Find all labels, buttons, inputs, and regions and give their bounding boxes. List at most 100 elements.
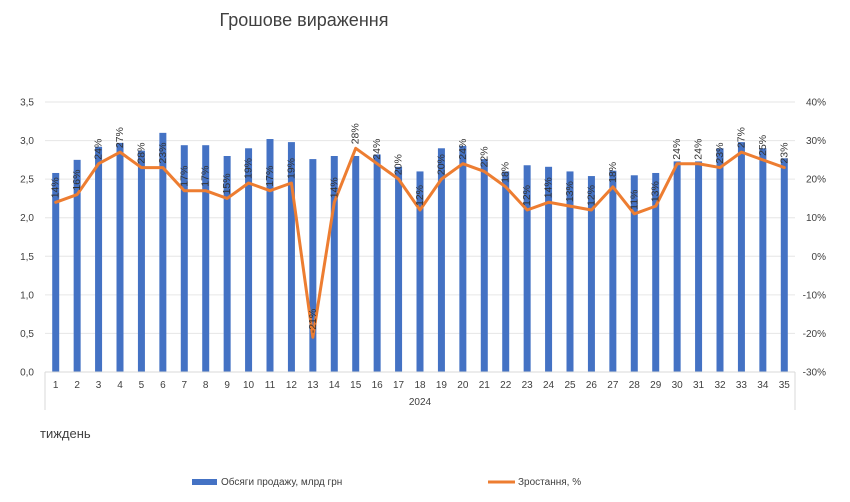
x-tick-label: 26 <box>586 380 598 391</box>
bar <box>330 156 338 372</box>
bar <box>137 150 145 372</box>
x-tick-label: 33 <box>736 380 748 391</box>
data-label: 12% <box>414 185 426 206</box>
x-tick-label: 30 <box>672 380 684 391</box>
x-axis-ticks: 1 2 3 4 5 6 7 8 9 10 11 12 13 14 15 16 17 18 19 20 21 22 23 24 2… <box>53 380 790 391</box>
data-label: 22% <box>478 146 490 167</box>
right-tick-label: -10% <box>803 290 826 301</box>
right-tick-label: 40% <box>806 98 826 109</box>
right-tick-label: -30% <box>803 368 826 379</box>
x-tick-label: 20 <box>457 380 469 391</box>
bar <box>245 148 253 372</box>
data-label: 24% <box>693 139 705 160</box>
data-label: 24% <box>457 139 469 160</box>
x-tick-label: 4 <box>117 380 123 391</box>
right-tick-label: 0% <box>812 252 827 263</box>
bar <box>202 145 210 372</box>
x-tick-label: 32 <box>714 380 726 391</box>
right-tick-label: 20% <box>806 175 826 186</box>
data-label: 27% <box>114 127 126 148</box>
data-label: 18% <box>500 162 512 183</box>
line-series <box>54 146 786 339</box>
bar <box>737 142 745 372</box>
x-tick-label: 23 <box>522 380 534 391</box>
x-tick-label: 16 <box>372 380 384 391</box>
x-tick-label: 2 <box>74 380 80 391</box>
x-tick-label: 31 <box>693 380 705 391</box>
data-label: 17% <box>200 166 212 187</box>
data-label: -21% <box>307 309 319 334</box>
data-label: 14% <box>50 177 62 198</box>
right-axis-ticks: -30% -20% -10% 0% 10% 20% 30% 40% <box>803 98 826 379</box>
x-tick-label: 29 <box>650 380 662 391</box>
data-label: 18% <box>607 162 619 183</box>
legend: Обсяги продажу, млрд грн Зростання, % <box>192 476 581 488</box>
data-label: 20% <box>393 154 405 175</box>
x-tick-label: 15 <box>350 380 362 391</box>
bar <box>609 170 617 372</box>
x-tick-label: 14 <box>329 380 341 391</box>
data-label: 19% <box>285 158 297 179</box>
left-tick-label: 1,0 <box>20 290 34 301</box>
bar <box>73 159 81 372</box>
data-label: 24% <box>671 139 683 160</box>
bar <box>309 159 317 372</box>
data-label: 11% <box>628 190 640 210</box>
right-tick-label: -20% <box>803 329 826 340</box>
data-label: 17% <box>264 166 276 187</box>
left-tick-label: 0,0 <box>20 368 34 379</box>
x-tick-label: 1 <box>53 380 59 391</box>
legend-line-label: Зростання, % <box>518 477 581 488</box>
x-tick-label: 12 <box>286 380 298 391</box>
left-tick-label: 3,5 <box>20 98 34 109</box>
data-label: 27% <box>735 127 747 148</box>
data-label: 23% <box>157 143 169 164</box>
bar <box>287 142 295 372</box>
bar <box>223 156 231 372</box>
data-label: 16% <box>71 170 83 191</box>
bar <box>480 159 488 372</box>
bar <box>352 156 360 372</box>
left-tick-label: 2,5 <box>20 175 34 186</box>
data-label: 12% <box>585 185 597 206</box>
right-tick-label: 10% <box>806 213 826 224</box>
left-tick-label: 2,0 <box>20 213 34 224</box>
bar <box>545 166 553 372</box>
bar <box>52 172 60 372</box>
bar <box>502 171 510 372</box>
bar <box>116 142 124 372</box>
x-tick-label: 22 <box>500 380 512 391</box>
x-tick-label: 27 <box>607 380 619 391</box>
x-tick-label: 24 <box>543 380 555 391</box>
data-label: 28% <box>350 123 362 144</box>
x-axis-label: тиждень <box>40 426 91 441</box>
x-tick-label: 9 <box>224 380 230 391</box>
bar <box>587 176 595 372</box>
data-labels: 14% 16% 24% 27% 28% 23% 17% 17% 15% 19% 17% 19% -21%… <box>50 123 791 333</box>
data-label: 24% <box>93 139 105 160</box>
x-tick-label: 19 <box>436 380 448 391</box>
bar <box>652 172 660 372</box>
bar <box>159 132 167 372</box>
chart-title: Грошове вираження <box>220 10 389 30</box>
bar <box>566 171 574 372</box>
x-tick-label: 13 <box>307 380 319 391</box>
bar <box>395 166 403 372</box>
bar <box>695 161 703 372</box>
data-label: 14% <box>328 177 340 198</box>
x-tick-label: 34 <box>757 380 769 391</box>
data-label: 23% <box>778 143 790 164</box>
bar-series <box>52 132 788 372</box>
bar <box>416 171 424 372</box>
x-tick-label: 28 <box>629 380 641 391</box>
data-label: 13% <box>650 181 662 202</box>
legend-bar-label: Обсяги продажу, млрд грн <box>221 476 342 488</box>
x-tick-label: 18 <box>414 380 426 391</box>
x-tick-label: 21 <box>479 380 491 391</box>
data-label: 24% <box>371 139 383 160</box>
growth-line <box>54 146 786 339</box>
data-label: 19% <box>243 158 255 179</box>
left-axis-ticks: 0,0 0,5 1,0 1,5 2,0 2,5 3,0 3,5 <box>20 98 34 379</box>
bar <box>630 175 638 372</box>
